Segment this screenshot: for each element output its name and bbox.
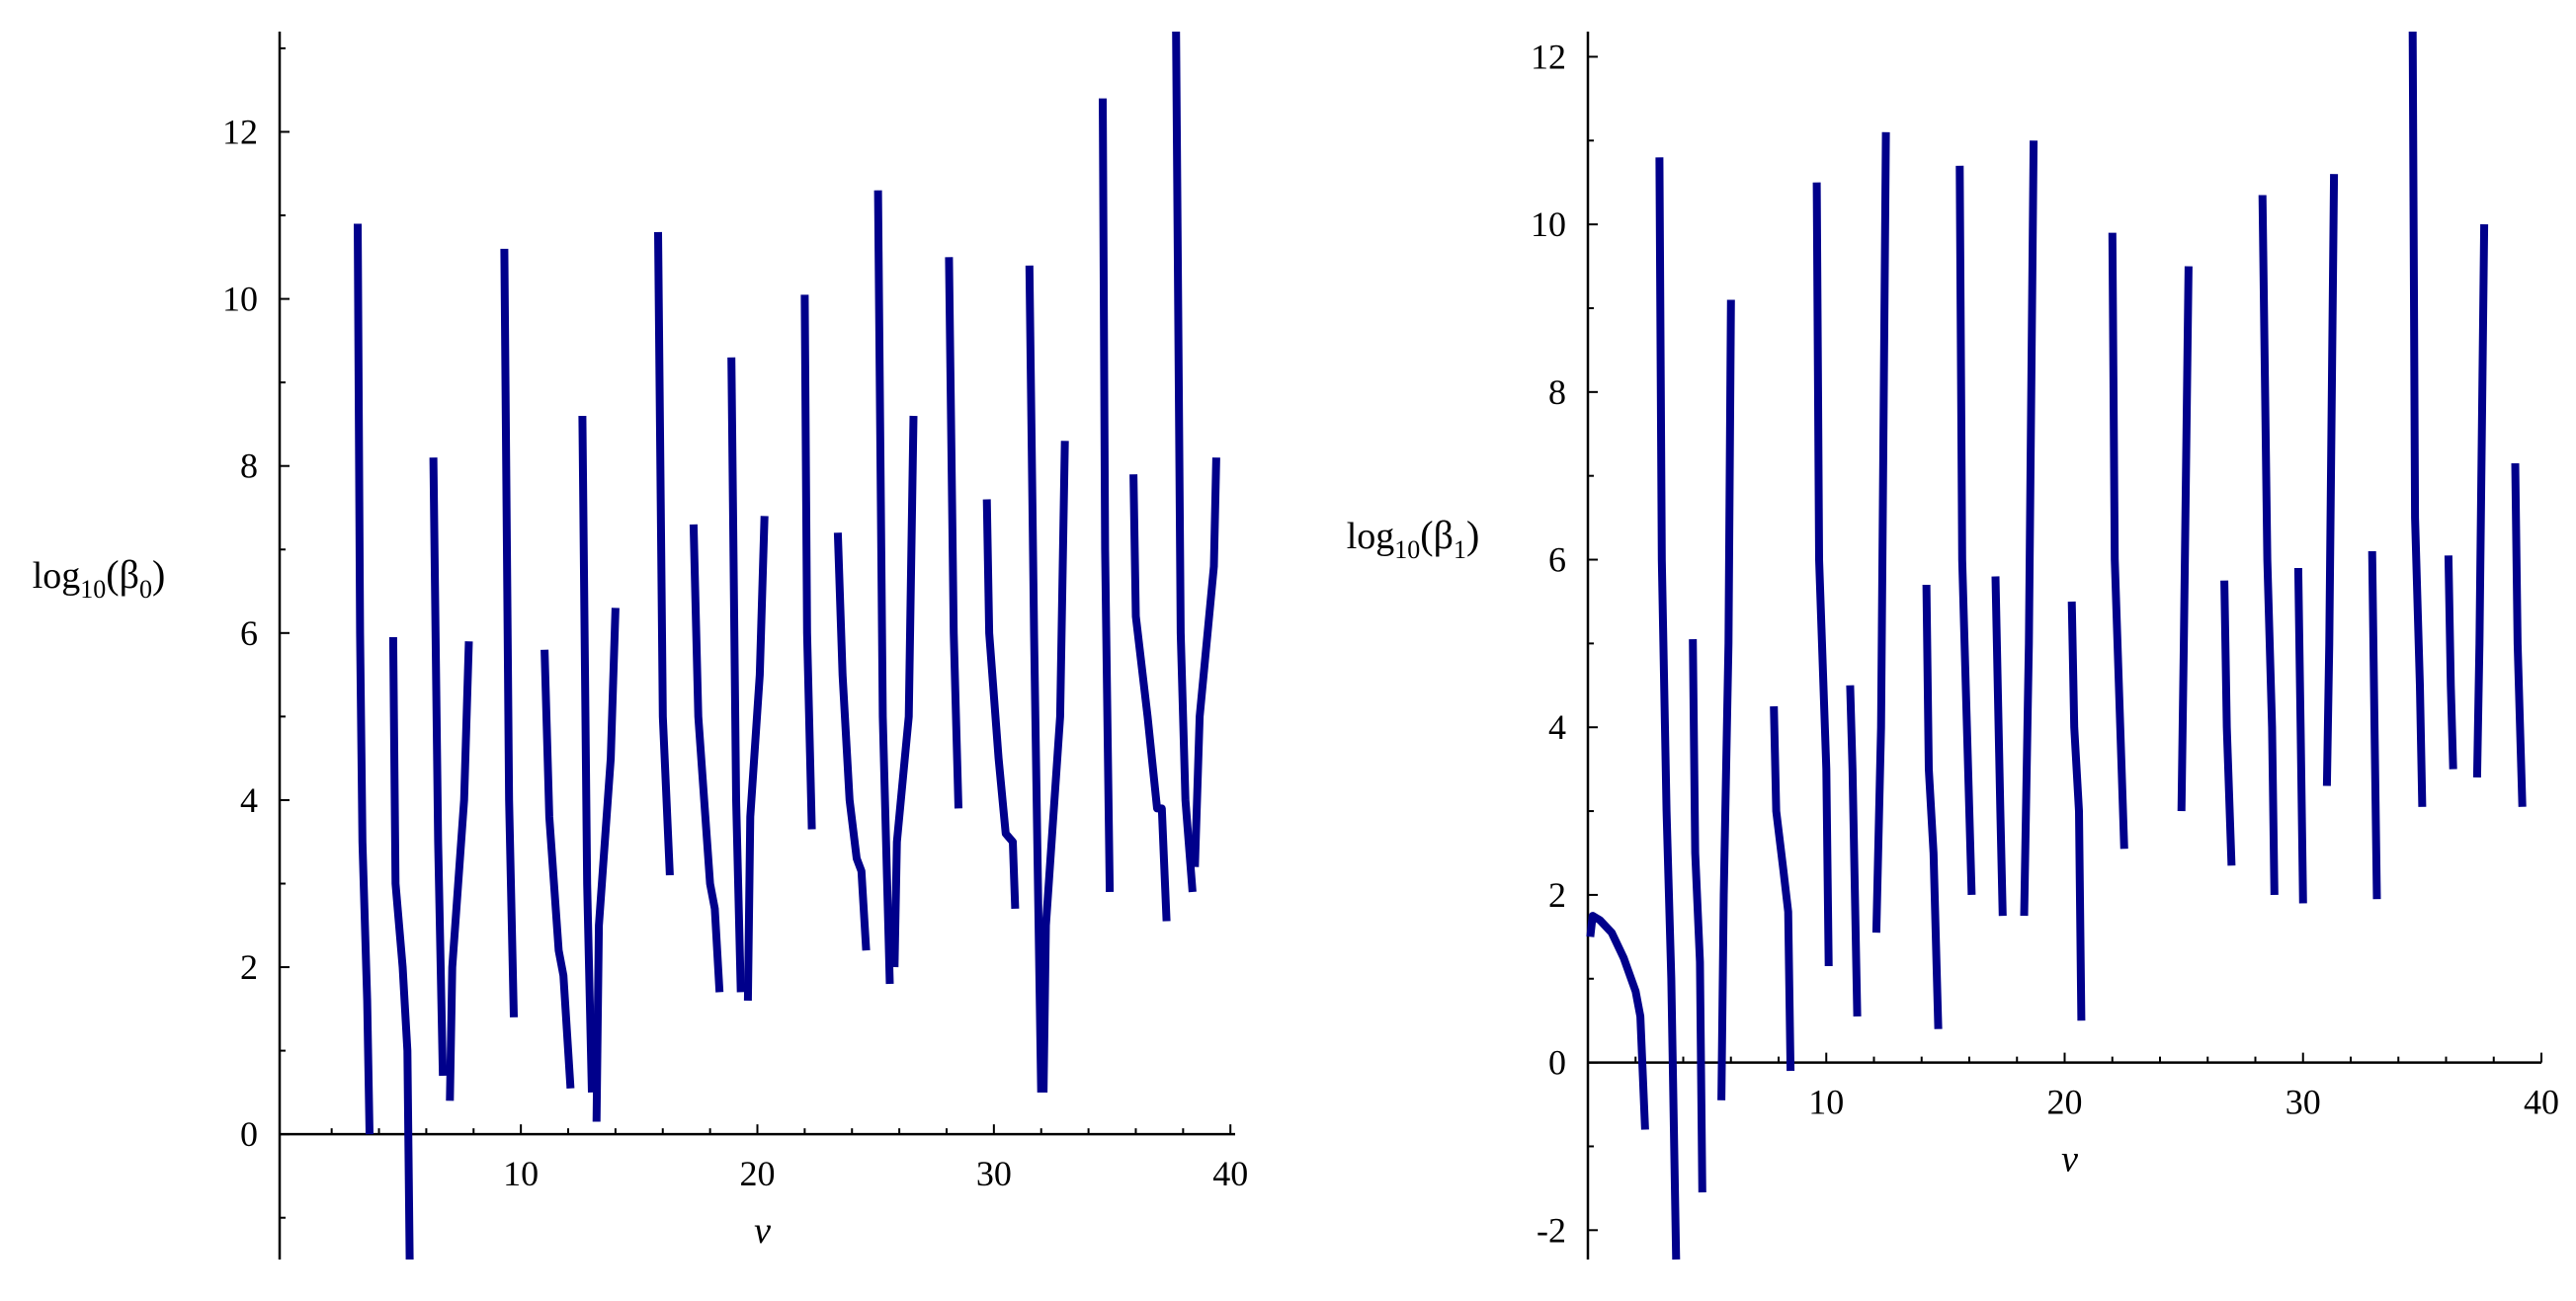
y-tick-label: 6 [240, 613, 258, 653]
curve-segment-4 [1770, 705, 1795, 1072]
curve-segment-14 [873, 190, 894, 985]
curve-segment-7 [1871, 131, 1890, 934]
y-tick-label: 0 [240, 1114, 258, 1154]
curve-segment-1 [1655, 157, 1681, 1260]
curve-segment-10 [1991, 576, 2007, 917]
x-tick-label: 10 [503, 1154, 539, 1193]
y-tick-label: 6 [1548, 540, 1566, 580]
curve-segment-13 [2108, 232, 2128, 850]
x-tick-label: 40 [2524, 1083, 2559, 1122]
curve-segment-19 [2368, 550, 2381, 900]
x-tick-label: 40 [1212, 1154, 1248, 1193]
curve-segment-8 [1922, 584, 1943, 1029]
curve-segment-16 [945, 257, 962, 809]
curve-segment-21 [2444, 555, 2457, 770]
curve-segment-11 [743, 516, 769, 1001]
y-tick-label: 2 [1548, 875, 1566, 915]
curve-segment-14 [2177, 266, 2193, 812]
curve-segment-9 [689, 524, 724, 993]
curve-segment-13 [833, 532, 871, 951]
curve-segment-23 [2511, 462, 2527, 807]
curve-segment-17 [2293, 567, 2307, 904]
curve-segment-4 [500, 248, 518, 1017]
chart-panel-1: -2 0 2 4 6 8 10 12 10 20 30 40 v log10(β1) [1347, 31, 2559, 1260]
curve-segment-15 [890, 415, 918, 968]
x-axis-title: v [754, 1210, 771, 1252]
curve-segment-11 [2020, 140, 2038, 917]
curve-segment-0 [354, 223, 374, 1135]
y-tick-label: 8 [1548, 372, 1566, 412]
y-axis-title: log10(β0) [33, 552, 166, 604]
y-tick-label: 2 [240, 947, 258, 987]
curve-segment-10 [727, 357, 745, 993]
curve-segment-21 [1129, 474, 1171, 922]
x-axis-title: v [2061, 1139, 2078, 1180]
y-tick-label: 0 [1548, 1043, 1566, 1083]
x-tick-label: 30 [2285, 1083, 2321, 1122]
curve-segment-1 [388, 636, 414, 1260]
curve-segment-16 [2258, 195, 2279, 895]
curve-segment-5 [1812, 182, 1833, 967]
curve-segment-9 [1955, 165, 1976, 896]
y-tick-label: -2 [1537, 1210, 1566, 1250]
curve-segment-2 [429, 457, 448, 1077]
curve-segment-19 [1039, 441, 1069, 1093]
curve-segment-3 [446, 641, 473, 1101]
curve-segment-22 [1172, 31, 1197, 893]
curve-segment-18 [2322, 174, 2339, 786]
chart-panel-0: 0 2 4 6 8 10 12 10 20 30 40 v log10(β0) [33, 31, 1248, 1260]
curve-segment-0 [1586, 912, 1649, 1130]
y-tick-label: 4 [240, 780, 258, 820]
curve-segment-5 [540, 649, 575, 1089]
x-tick-label: 20 [740, 1154, 776, 1193]
curve-segment-12 [2067, 601, 2086, 1021]
x-tick-label: 30 [976, 1154, 1012, 1193]
curve-segment-23 [1191, 457, 1220, 867]
y-tick-label: 8 [240, 447, 258, 486]
y-tick-label: 12 [1531, 37, 1566, 76]
curve-segment-6 [578, 415, 596, 1093]
x-tick-label: 20 [2047, 1083, 2083, 1122]
y-tick-label: 10 [222, 280, 258, 319]
curve-segment-22 [2472, 224, 2489, 778]
curve-segment-20 [1099, 98, 1115, 892]
curve-segment-20 [2408, 31, 2427, 807]
curve-segment-7 [592, 608, 620, 1122]
y-tick-label: 12 [222, 112, 258, 151]
curve-segment-18 [1025, 265, 1045, 1093]
curve-segment-8 [654, 231, 674, 876]
y-axis-title: log10(β1) [1347, 513, 1480, 564]
curve-segment-17 [982, 499, 1020, 910]
curve-segment-3 [1717, 299, 1735, 1100]
y-tick-label: 10 [1531, 204, 1566, 244]
x-tick-label: 10 [1808, 1083, 1844, 1122]
curve-segment-15 [2220, 580, 2236, 866]
curve-segment-2 [1689, 639, 1706, 1193]
curve-segment-12 [800, 294, 816, 830]
curve-segment-6 [1846, 685, 1862, 1016]
y-tick-label: 4 [1548, 707, 1566, 747]
